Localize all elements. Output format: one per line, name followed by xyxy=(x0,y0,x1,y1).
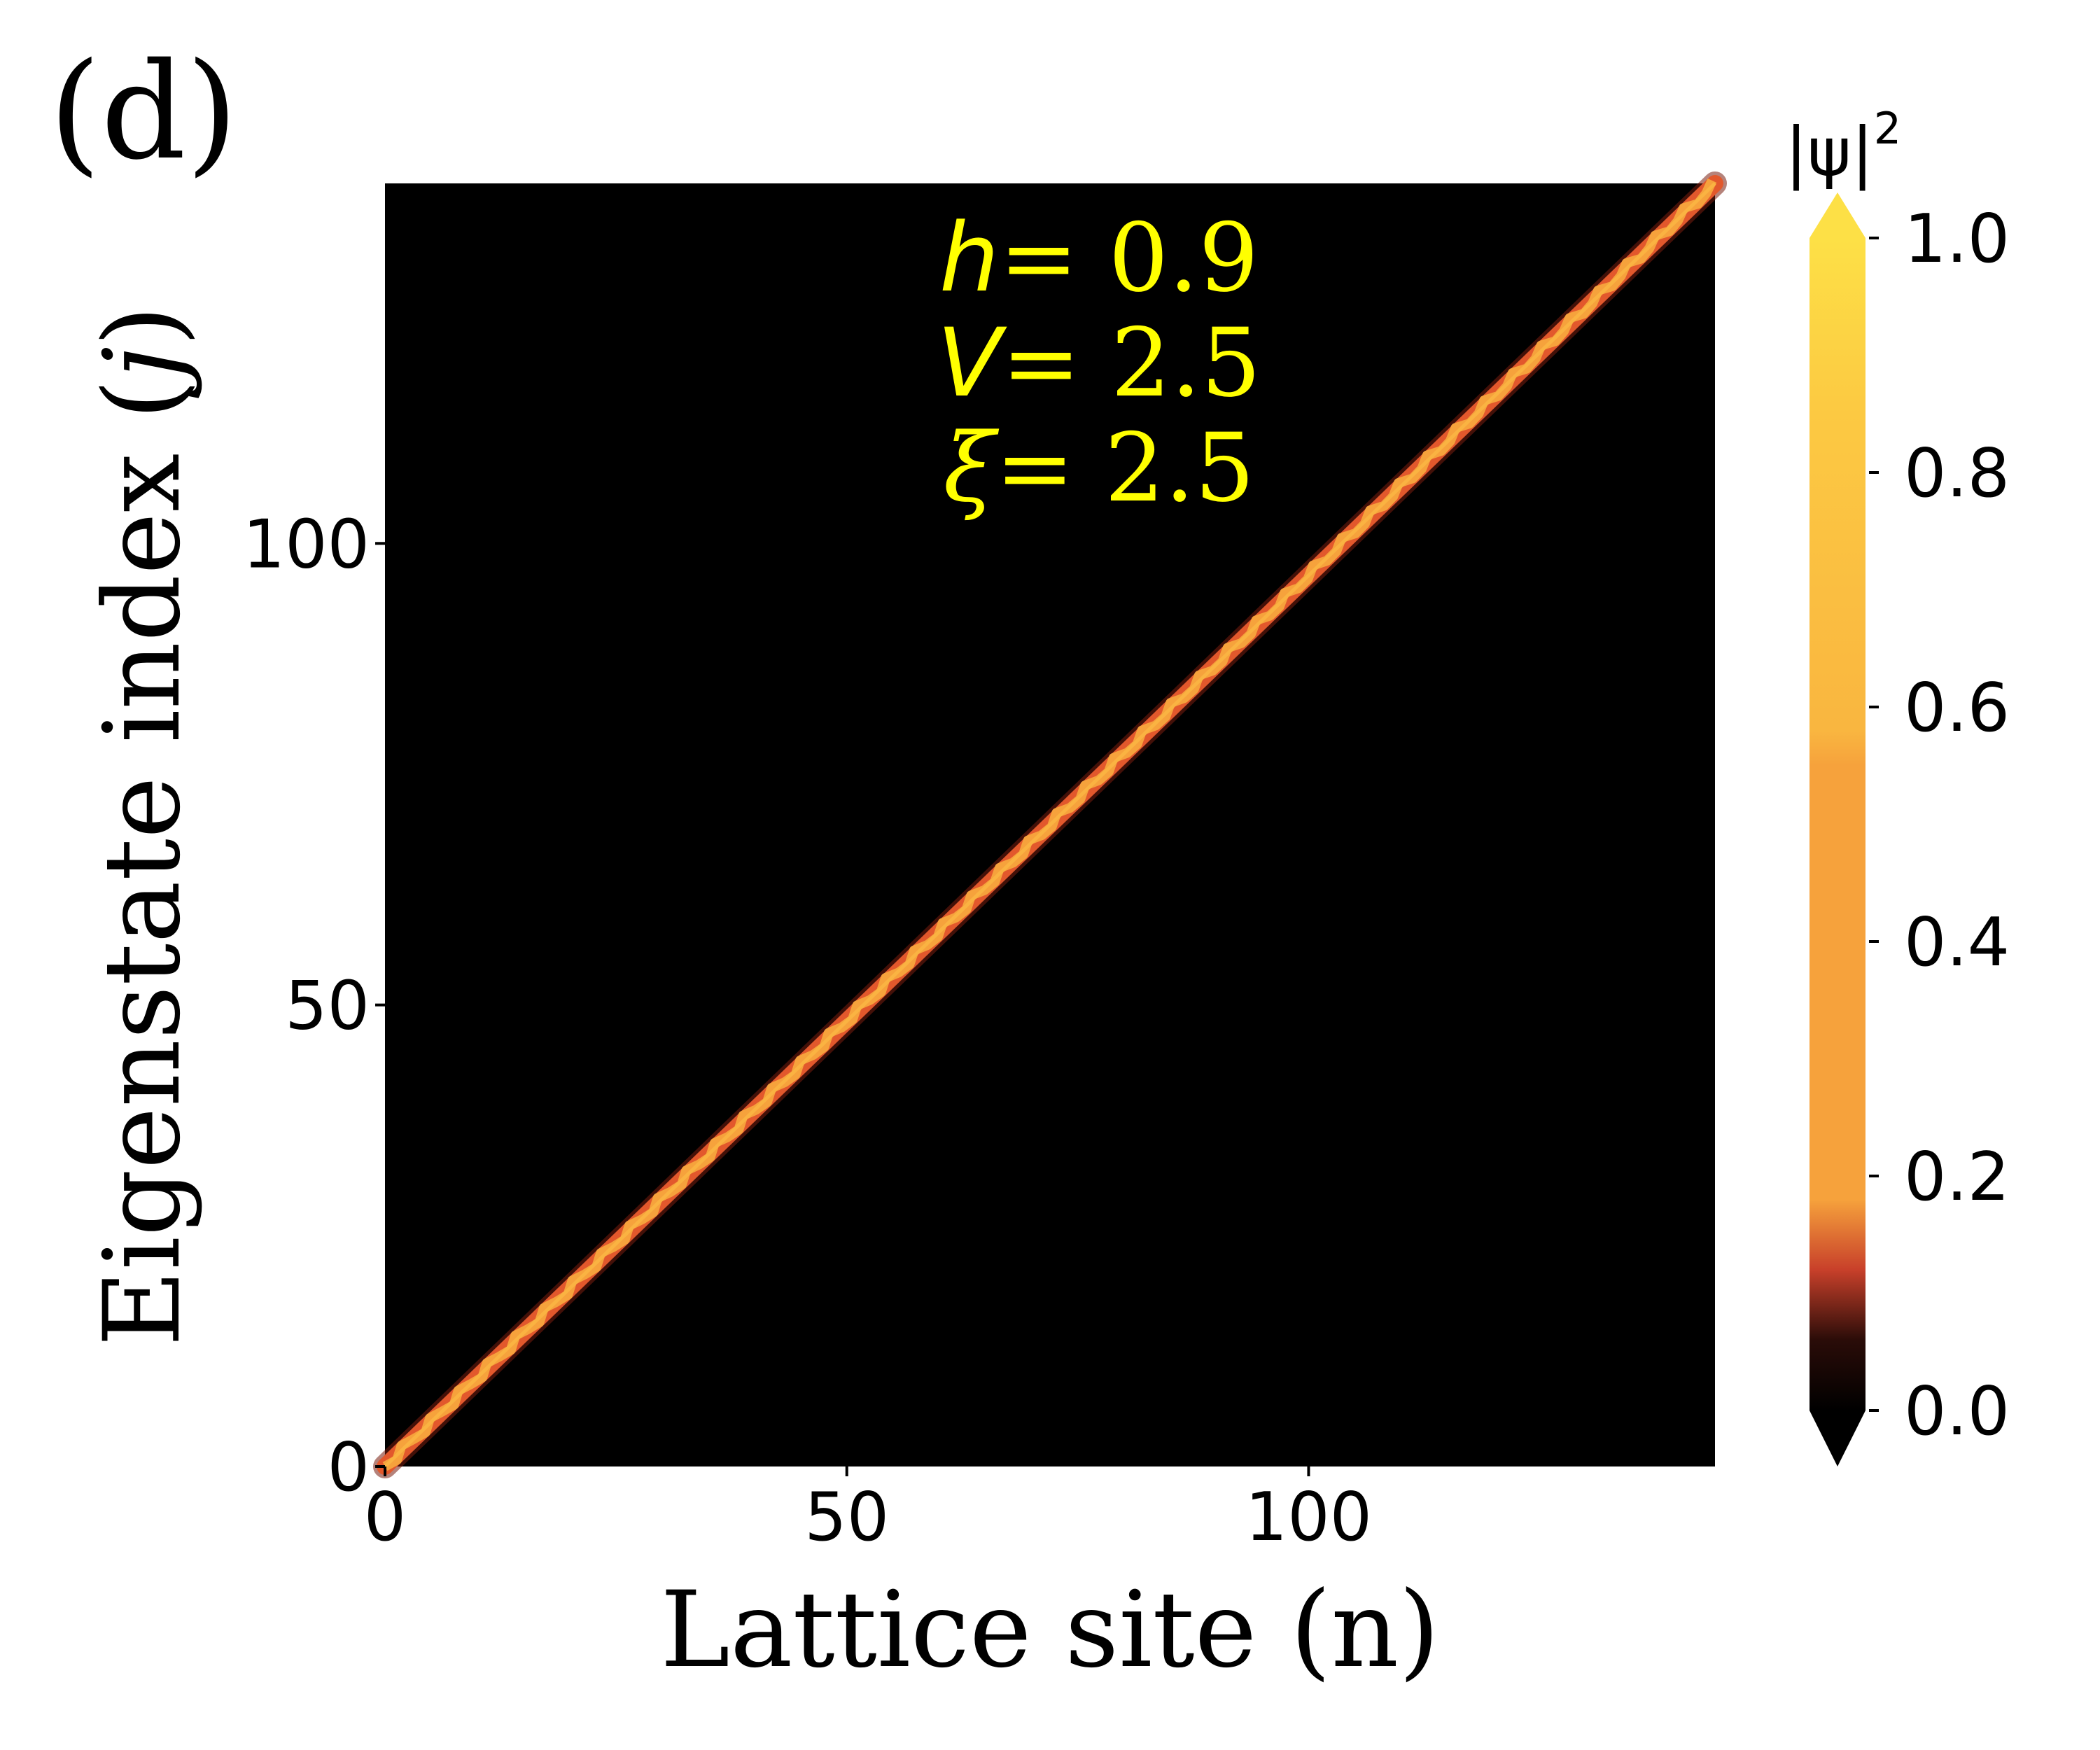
x-tick-label: 0 xyxy=(364,1479,406,1556)
colorbar-tick-label: 0.0 xyxy=(1904,1373,2010,1450)
colorbar-gradient xyxy=(1809,238,1865,1410)
colorbar-label: |ψ|2 xyxy=(1785,103,1901,191)
x-axis-ticks: 0 50 100 xyxy=(364,1466,1372,1556)
diagonal-band-peak xyxy=(384,182,1716,1468)
colorbar-extend-top xyxy=(1809,192,1865,238)
y-tick-label: 0 xyxy=(328,1429,370,1506)
x-axis-label: Lattice site (n) xyxy=(660,1569,1439,1691)
y-tick-label: 100 xyxy=(243,506,370,583)
colorbar-extend-bottom xyxy=(1809,1410,1865,1466)
y-axis-label: Eigenstate index (j) xyxy=(82,305,204,1347)
colorbar-tick-label: 0.6 xyxy=(1904,670,2010,747)
annotations: h= 0.9 V= 2.5 ξ= 2.5 xyxy=(937,203,1261,523)
colorbar-tick-label: 1.0 xyxy=(1904,201,2010,278)
x-tick-label: 100 xyxy=(1245,1479,1372,1556)
colorbar: 0.0 0.2 0.4 0.6 0.8 1.0 |ψ|2 xyxy=(1785,103,2010,1466)
annotation-h: h= 0.9 xyxy=(939,203,1259,313)
heatmap-diagonal xyxy=(373,172,1727,1478)
panel-label: (d) xyxy=(49,34,238,189)
colorbar-ticks: 0.0 0.2 0.4 0.6 0.8 1.0 xyxy=(1869,201,2010,1450)
annotation-v: V= 2.5 xyxy=(937,308,1261,418)
x-tick-label: 50 xyxy=(804,1479,889,1556)
y-tick-label: 50 xyxy=(285,968,370,1045)
colorbar-tick-label: 0.8 xyxy=(1904,435,2010,512)
colorbar-tick-label: 0.4 xyxy=(1904,904,2010,981)
y-axis-ticks: 0 50 100 xyxy=(243,506,385,1506)
annotation-xi: ξ= 2.5 xyxy=(943,413,1254,523)
colorbar-tick-label: 0.2 xyxy=(1904,1139,2010,1216)
